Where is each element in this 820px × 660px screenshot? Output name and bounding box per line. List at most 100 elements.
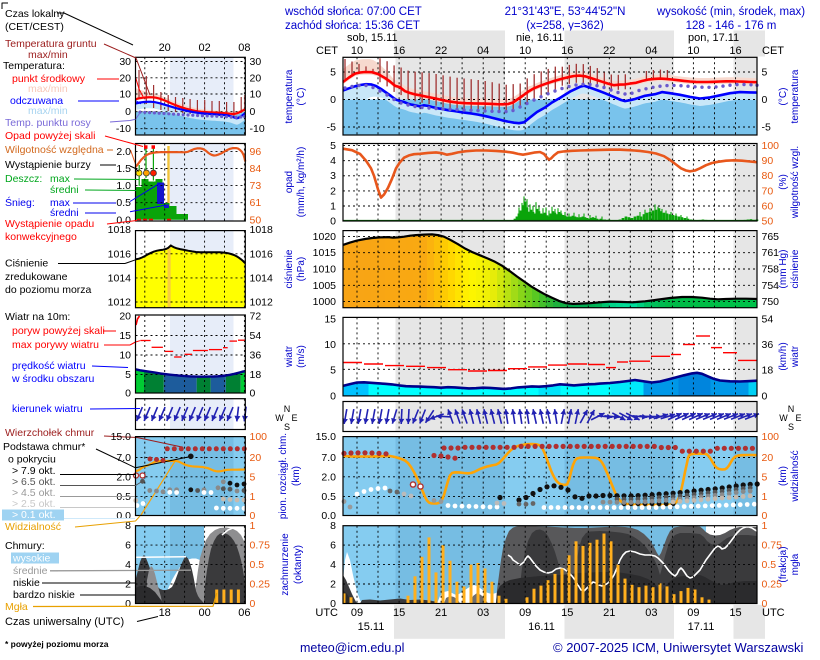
svg-text:21: 21 [603, 607, 615, 619]
svg-text:max/min: max/min [28, 105, 68, 117]
svg-text:15: 15 [119, 330, 131, 342]
svg-text:2: 2 [125, 579, 131, 591]
svg-text:Podstawa chmur*: Podstawa chmur* [3, 441, 85, 453]
svg-text:15: 15 [729, 607, 741, 619]
svg-text:średni: średni [50, 207, 79, 219]
svg-text:1: 1 [250, 491, 256, 503]
svg-text:21°31'43"E, 53°44'52"N: 21°31'43"E, 53°44'52"N [505, 6, 626, 18]
svg-text:ciśnienie: ciśnienie [284, 249, 295, 288]
svg-text:-5: -5 [762, 122, 771, 134]
svg-text:(mm/h, kg/m²/h): (mm/h, kg/m²/h) [296, 147, 307, 218]
svg-text:1: 1 [762, 491, 768, 503]
svg-text:1015: 1015 [313, 247, 337, 259]
svg-text:0.5: 0.5 [321, 491, 336, 503]
svg-text:(x=258, y=362): (x=258, y=362) [526, 20, 604, 32]
svg-text:max/min: max/min [28, 83, 68, 95]
svg-text:max/min: max/min [28, 49, 68, 61]
svg-text:(km): (km) [778, 466, 789, 486]
svg-text:odczuwana: odczuwana [10, 95, 63, 107]
svg-text:prędkość wiatru: prędkość wiatru [12, 360, 86, 372]
svg-text:30: 30 [250, 56, 262, 68]
svg-text:w środku obszaru: w środku obszaru [11, 373, 94, 385]
svg-text:4: 4 [330, 559, 336, 571]
svg-text:04: 04 [645, 45, 657, 57]
svg-text:bardzo niskie: bardzo niskie [13, 589, 75, 601]
svg-text:max: max [50, 173, 71, 185]
svg-text:0: 0 [125, 388, 131, 400]
svg-text:średnie: średnie [13, 565, 48, 577]
svg-text:5: 5 [330, 67, 336, 79]
svg-text:poryw powyżej skali: poryw powyżej skali [12, 325, 105, 337]
svg-text:0: 0 [762, 390, 768, 402]
svg-text:wiatr: wiatr [284, 345, 295, 368]
svg-text:Temperatura:: Temperatura: [3, 60, 65, 72]
svg-text:mgła: mgła [790, 553, 801, 575]
svg-text:80: 80 [762, 170, 774, 182]
svg-text:5: 5 [125, 369, 131, 381]
svg-text:Wierzchołek chmur: Wierzchołek chmur [5, 427, 95, 439]
svg-text:6: 6 [330, 540, 336, 552]
svg-text:765: 765 [762, 231, 780, 243]
svg-text:09: 09 [519, 607, 531, 619]
svg-text:© 2007-2025 ICM, Uniwersytet W: © 2007-2025 ICM, Uniwersytet Warszawski [553, 640, 804, 655]
svg-text:18: 18 [159, 607, 171, 619]
svg-text:N: N [284, 404, 291, 414]
svg-text:0.75: 0.75 [762, 540, 783, 552]
svg-text:W: W [779, 413, 788, 423]
svg-text:> 0.1 okt.: > 0.1 okt. [12, 509, 56, 521]
svg-text:Chmury:: Chmury: [5, 540, 45, 552]
svg-text:wysokość (min, środek, max): wysokość (min, środek, max) [656, 6, 805, 18]
svg-text:30: 30 [119, 56, 131, 68]
svg-text:60: 60 [762, 200, 774, 212]
svg-text:UTC: UTC [315, 607, 338, 619]
svg-text:15: 15 [324, 313, 336, 325]
svg-text:15: 15 [393, 607, 405, 619]
svg-text:21: 21 [435, 607, 447, 619]
svg-text:73: 73 [250, 180, 262, 192]
svg-text:6: 6 [125, 540, 131, 552]
svg-text:Ciśnienie: Ciśnienie [5, 258, 48, 270]
svg-text:8: 8 [330, 520, 336, 532]
svg-text:(frakcja): (frakcja) [778, 546, 789, 582]
svg-text:09: 09 [687, 607, 699, 619]
svg-text:Deszcz:: Deszcz: [5, 173, 42, 185]
svg-text:1.0: 1.0 [116, 180, 131, 192]
svg-text:1012: 1012 [250, 297, 274, 309]
svg-text:sob, 15.11: sob, 15.11 [347, 32, 398, 44]
svg-text:750: 750 [762, 296, 780, 308]
svg-text:16.11: 16.11 [528, 621, 555, 633]
svg-text:0: 0 [250, 598, 256, 610]
svg-text:temperatura: temperatura [284, 69, 295, 123]
svg-text:100: 100 [250, 431, 268, 443]
svg-text:22: 22 [603, 45, 615, 57]
svg-text:84: 84 [250, 163, 262, 175]
svg-text:04: 04 [477, 45, 489, 57]
svg-text:20: 20 [762, 452, 774, 464]
svg-text:zredukowane: zredukowane [5, 271, 68, 283]
svg-text:wschód słońca: 07:00 CET: wschód słońca: 07:00 CET [284, 6, 422, 18]
svg-text:S: S [788, 422, 794, 432]
svg-text:2.0: 2.0 [321, 471, 336, 483]
svg-text:punkt środkowy: punkt środkowy [12, 73, 86, 85]
svg-text:10: 10 [119, 350, 131, 362]
svg-text:54: 54 [250, 330, 262, 342]
svg-text:Temp. punktu rosy: Temp. punktu rosy [5, 117, 92, 129]
svg-text:CET: CET [316, 45, 338, 57]
svg-text:UTC: UTC [762, 607, 785, 619]
svg-text:Wilgotność względna: Wilgotność względna [5, 144, 104, 156]
svg-text:0: 0 [125, 106, 131, 118]
svg-text:15.0: 15.0 [111, 431, 132, 443]
svg-text:1: 1 [330, 200, 336, 212]
svg-text:15: 15 [561, 607, 573, 619]
svg-text:54: 54 [762, 313, 774, 325]
svg-text:00: 00 [198, 607, 210, 619]
svg-text:20: 20 [250, 452, 262, 464]
svg-text:2.0: 2.0 [116, 471, 131, 483]
svg-text:Czas uniwersalny (UTC): Czas uniwersalny (UTC) [5, 616, 124, 628]
svg-text:1005: 1005 [313, 280, 337, 292]
svg-text:10: 10 [519, 45, 531, 57]
svg-text:36: 36 [250, 350, 262, 362]
svg-text:* powyżej poziomu morza: * powyżej poziomu morza [5, 639, 109, 649]
svg-text:20: 20 [119, 311, 131, 323]
svg-text:-10: -10 [116, 123, 131, 135]
